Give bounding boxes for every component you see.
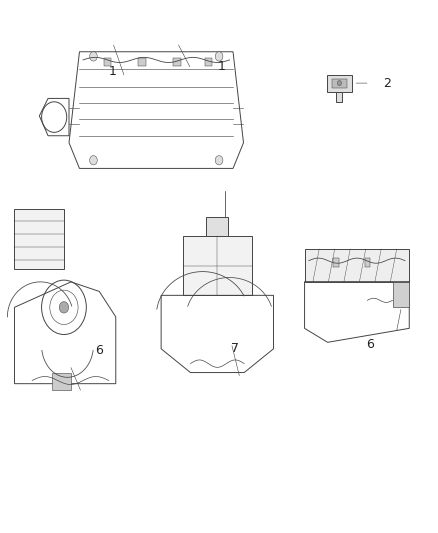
- Bar: [52, 373, 71, 390]
- Bar: [173, 58, 180, 66]
- Bar: [14, 209, 64, 269]
- Bar: [392, 281, 408, 308]
- Bar: [204, 58, 212, 66]
- Bar: [364, 259, 369, 266]
- Circle shape: [89, 52, 97, 61]
- Circle shape: [215, 156, 223, 165]
- Bar: [331, 79, 346, 88]
- Bar: [206, 216, 228, 236]
- Bar: [332, 259, 338, 266]
- Text: 6: 6: [365, 338, 373, 351]
- Bar: [138, 58, 146, 66]
- Bar: [103, 58, 111, 66]
- Bar: [183, 236, 251, 295]
- Bar: [326, 75, 351, 92]
- Text: 1: 1: [217, 60, 225, 72]
- Text: 6: 6: [95, 344, 103, 357]
- Text: 1: 1: [109, 65, 117, 78]
- Circle shape: [337, 80, 341, 86]
- Circle shape: [89, 156, 97, 165]
- Bar: [336, 92, 342, 102]
- Bar: [304, 249, 408, 281]
- Circle shape: [59, 302, 68, 313]
- Text: 2: 2: [383, 77, 391, 90]
- Circle shape: [215, 52, 223, 61]
- Text: 7: 7: [230, 342, 238, 355]
